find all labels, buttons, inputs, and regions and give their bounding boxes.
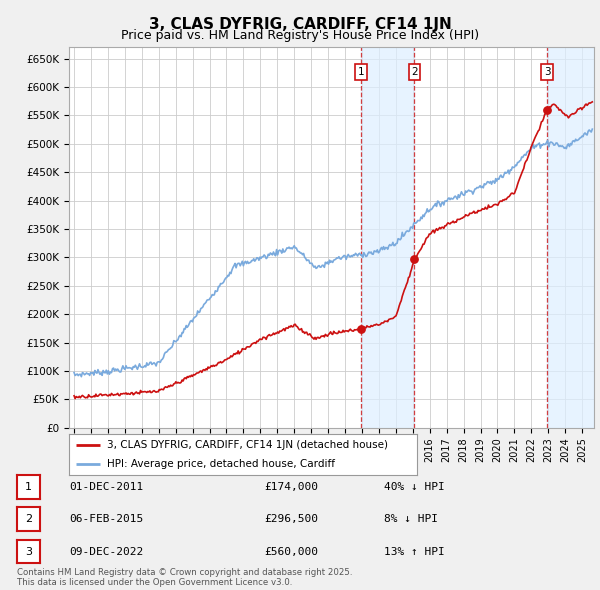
Text: 8% ↓ HPI: 8% ↓ HPI [384,514,438,524]
Text: £560,000: £560,000 [264,547,318,556]
Text: Contains HM Land Registry data © Crown copyright and database right 2025.
This d: Contains HM Land Registry data © Crown c… [17,568,352,587]
Text: Price paid vs. HM Land Registry's House Price Index (HPI): Price paid vs. HM Land Registry's House … [121,30,479,42]
Point [356,324,365,333]
Text: 06-FEB-2015: 06-FEB-2015 [69,514,143,524]
Text: 3: 3 [25,547,32,556]
Text: 2: 2 [411,67,418,77]
Bar [361,47,415,428]
Text: 01-DEC-2011: 01-DEC-2011 [69,482,143,491]
Text: 1: 1 [25,482,32,491]
Text: 3: 3 [544,67,550,77]
Bar [547,47,594,428]
Point [542,105,552,114]
Text: 09-DEC-2022: 09-DEC-2022 [69,547,143,556]
Text: £296,500: £296,500 [264,514,318,524]
Text: 1: 1 [358,67,364,77]
Text: 13% ↑ HPI: 13% ↑ HPI [384,547,445,556]
Text: 3, CLAS DYFRIG, CARDIFF, CF14 1JN: 3, CLAS DYFRIG, CARDIFF, CF14 1JN [149,17,451,31]
Text: £174,000: £174,000 [264,482,318,491]
Text: 3, CLAS DYFRIG, CARDIFF, CF14 1JN (detached house): 3, CLAS DYFRIG, CARDIFF, CF14 1JN (detac… [107,440,388,450]
Text: 2: 2 [25,514,32,524]
Text: HPI: Average price, detached house, Cardiff: HPI: Average price, detached house, Card… [107,459,335,469]
Point [410,255,419,264]
Text: 40% ↓ HPI: 40% ↓ HPI [384,482,445,491]
